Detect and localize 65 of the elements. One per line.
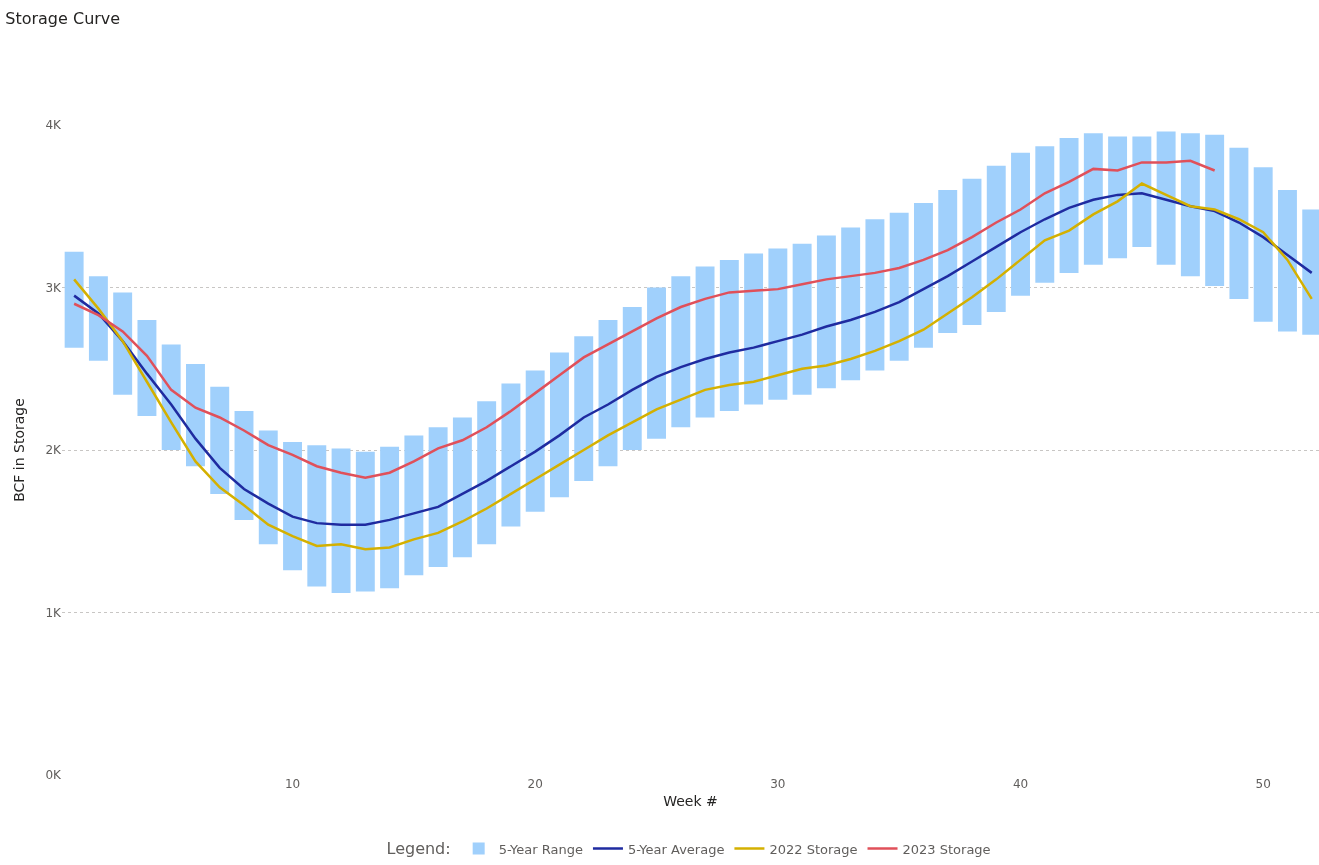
x-tick-label: 50 — [1255, 777, 1271, 791]
bar — [1180, 133, 1200, 277]
bar — [622, 307, 642, 450]
bar — [380, 446, 400, 589]
bar — [64, 251, 84, 348]
legend-label: 5-Year Range — [498, 841, 583, 857]
bar — [258, 430, 278, 545]
bar — [307, 445, 327, 587]
y-axis-title: BCF in Storage — [11, 398, 27, 502]
bar — [841, 227, 861, 381]
line-series — [72, 159, 1216, 479]
bar — [525, 370, 545, 512]
bar — [913, 203, 933, 348]
bar — [1229, 147, 1249, 299]
x-axis-title: Week # — [663, 793, 718, 810]
bar — [355, 451, 375, 592]
bar — [1011, 152, 1030, 296]
bar — [744, 253, 764, 405]
legend-label: 5-Year Average — [627, 841, 725, 857]
y-tick-label: 1K — [45, 605, 63, 620]
x-tick-label: 20 — [527, 777, 543, 791]
bar — [1059, 138, 1079, 273]
bar — [719, 259, 739, 411]
bar — [574, 336, 594, 481]
bar — [1205, 134, 1225, 286]
legend-title: Legend: — [386, 839, 451, 859]
y-tick-label: 3K — [45, 280, 63, 295]
bar — [1253, 167, 1273, 322]
legend-label: 2023 Storage — [902, 841, 991, 857]
bar — [938, 190, 958, 333]
x-tick-label: 40 — [1012, 777, 1029, 791]
bar — [1132, 136, 1152, 247]
y-tick-label: 2K — [45, 443, 63, 458]
bar — [331, 448, 351, 593]
bar — [865, 219, 885, 371]
bar — [210, 386, 230, 494]
bar — [768, 248, 788, 400]
bar — [792, 243, 812, 395]
bar — [550, 352, 569, 498]
bar — [501, 383, 521, 527]
bar — [671, 276, 691, 428]
bar — [1108, 136, 1128, 259]
bar — [113, 292, 133, 395]
bar — [452, 417, 472, 558]
x-tick-label: 30 — [770, 777, 786, 791]
bar — [647, 287, 666, 439]
legend-label: 2022 Storage — [769, 841, 858, 857]
chart-title: Storage Curve — [5, 9, 121, 29]
bar — [283, 441, 302, 571]
y-tick-label: 0K — [45, 768, 63, 783]
bar — [1083, 133, 1103, 265]
bar — [695, 266, 715, 418]
bar — [889, 212, 909, 361]
bar — [428, 427, 448, 567]
bar — [1035, 146, 1055, 283]
bar — [404, 435, 424, 576]
bar — [88, 276, 108, 361]
bar — [816, 235, 836, 389]
bar — [1277, 190, 1297, 332]
bar — [186, 363, 205, 467]
y-tick-label: 4K — [45, 118, 63, 133]
bar — [986, 165, 1006, 312]
x-tick-label: 10 — [284, 777, 301, 791]
bar — [477, 401, 497, 545]
bar — [1156, 131, 1176, 265]
